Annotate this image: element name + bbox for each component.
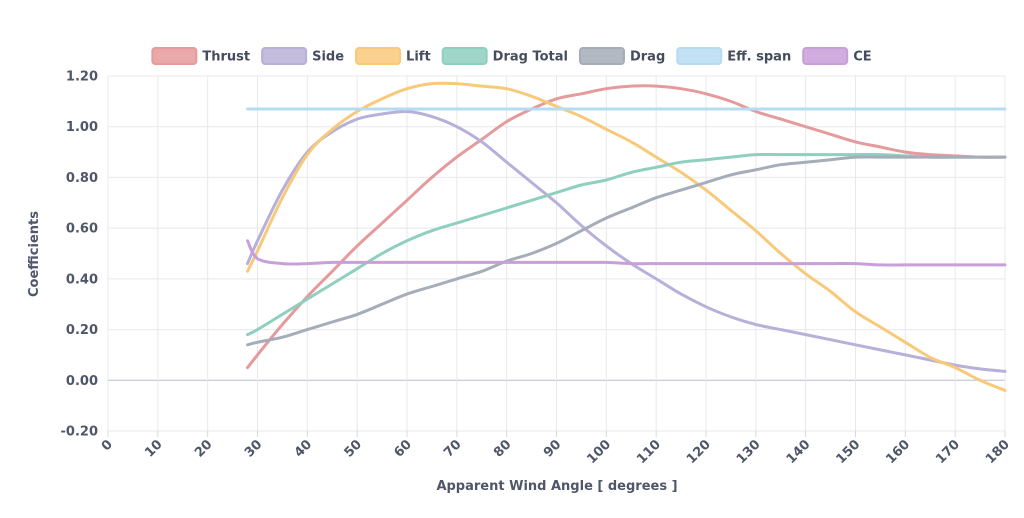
series-line-drag-total [246, 152, 1007, 337]
legend-swatch [578, 47, 625, 65]
series-line-lift [246, 81, 1007, 392]
x-tick-label: 10 [142, 437, 165, 460]
y-tick-label: 0.00 [66, 374, 98, 389]
x-tick-label: 30 [242, 437, 265, 460]
x-tick-label: 100 [584, 437, 614, 467]
legend-swatch [802, 47, 849, 65]
y-tick-label: 0.60 [66, 222, 98, 237]
x-tick-label: 80 [491, 437, 514, 460]
x-tick-label: 120 [684, 437, 714, 467]
y-axis-title: Coefficients [27, 211, 42, 297]
x-tick-label: 40 [292, 437, 315, 460]
x-tick-label: 70 [441, 437, 464, 460]
legend-item-lift[interactable]: Lift [355, 47, 431, 65]
x-tick-label: 0 [99, 437, 116, 454]
x-tick-label: 60 [391, 437, 414, 460]
y-tick-label: -0.20 [61, 425, 98, 440]
legend-label: Thrust [202, 50, 250, 65]
legend-item-drag[interactable]: Drag [578, 47, 665, 65]
y-tick-label: 0.40 [66, 272, 98, 287]
x-tick-label: 130 [734, 437, 764, 467]
y-tick-label: 1.20 [66, 70, 98, 85]
legend-swatch [355, 47, 402, 65]
x-tick-label: 180 [983, 437, 1013, 467]
x-tick-label: 90 [541, 437, 564, 460]
legend-swatch [261, 47, 308, 65]
legend-swatch [676, 47, 723, 65]
grid [107, 75, 1006, 437]
legend-item-drag-total[interactable]: Drag Total [441, 47, 568, 65]
legend-label: Lift [406, 50, 431, 65]
series-line-thrust [246, 84, 1007, 370]
series-lines [246, 81, 1007, 392]
legend-swatch [151, 47, 198, 65]
legend-item-side[interactable]: Side [261, 47, 344, 65]
y-tick-label: 0.80 [66, 171, 98, 186]
x-axis-title: Apparent Wind Angle [ degrees ] [436, 479, 677, 494]
x-axis-ticks: 0 10 20 30 40 50 60 70 80 90 100 110 120 130 140 150 160… [99, 437, 1013, 467]
series-line-drag [246, 155, 1007, 347]
x-tick-label: 140 [784, 437, 814, 467]
legend-swatch [441, 47, 488, 65]
x-tick-label: 20 [192, 437, 215, 460]
legend-label: CE [853, 50, 871, 65]
y-tick-label: 1.00 [66, 120, 98, 135]
y-tick-label: 0.20 [66, 323, 98, 338]
x-tick-label: 150 [834, 437, 864, 467]
legend-label: Drag [630, 50, 665, 65]
x-tick-label: 50 [342, 437, 365, 460]
series-line-ce [246, 239, 1007, 267]
series-line-side [246, 109, 1007, 373]
x-tick-label: 160 [883, 437, 913, 467]
legend-item-ce[interactable]: CE [802, 47, 872, 65]
legend-item-eff-span[interactable]: Eff. span [676, 47, 791, 65]
x-tick-label: 170 [933, 437, 963, 467]
x-tick-label: 110 [634, 437, 664, 467]
y-axis-ticks: -0.20 0.00 0.20 0.40 0.60 0.80 1.00 1.20 [61, 70, 98, 440]
legend-item-thrust[interactable]: Thrust [151, 47, 250, 65]
legend-label: Eff. span [727, 50, 791, 65]
legend: Thrust Side Lift Drag Total Drag Eff. span CE [151, 47, 872, 65]
legend-label: Drag Total [493, 50, 568, 65]
legend-label: Side [312, 50, 344, 65]
